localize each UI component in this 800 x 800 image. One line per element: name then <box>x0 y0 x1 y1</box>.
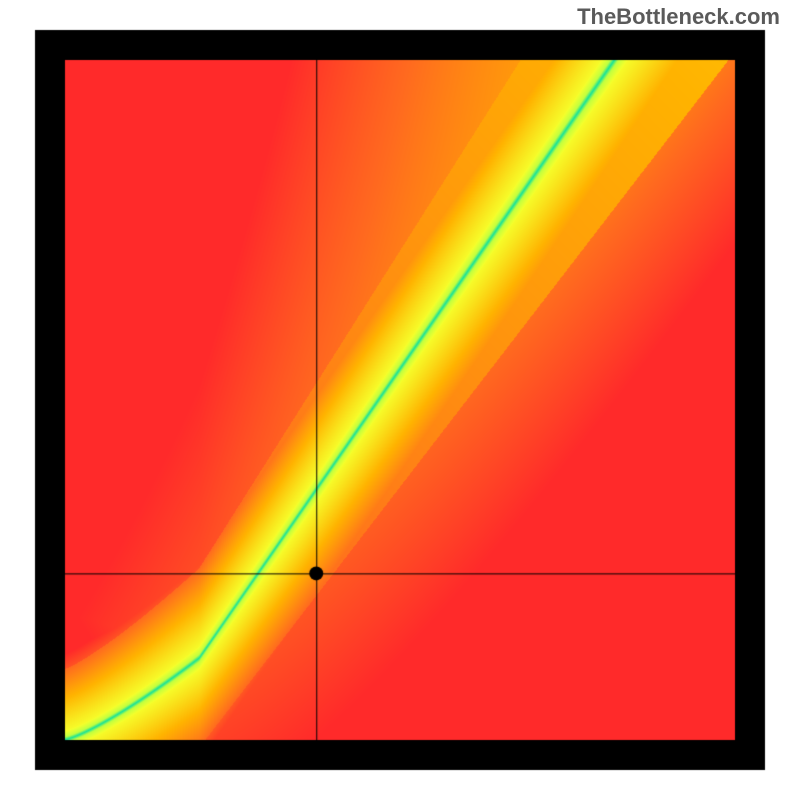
heatmap-canvas <box>0 0 800 800</box>
attribution-label: TheBottleneck.com <box>577 4 780 30</box>
chart-container: TheBottleneck.com <box>0 0 800 800</box>
